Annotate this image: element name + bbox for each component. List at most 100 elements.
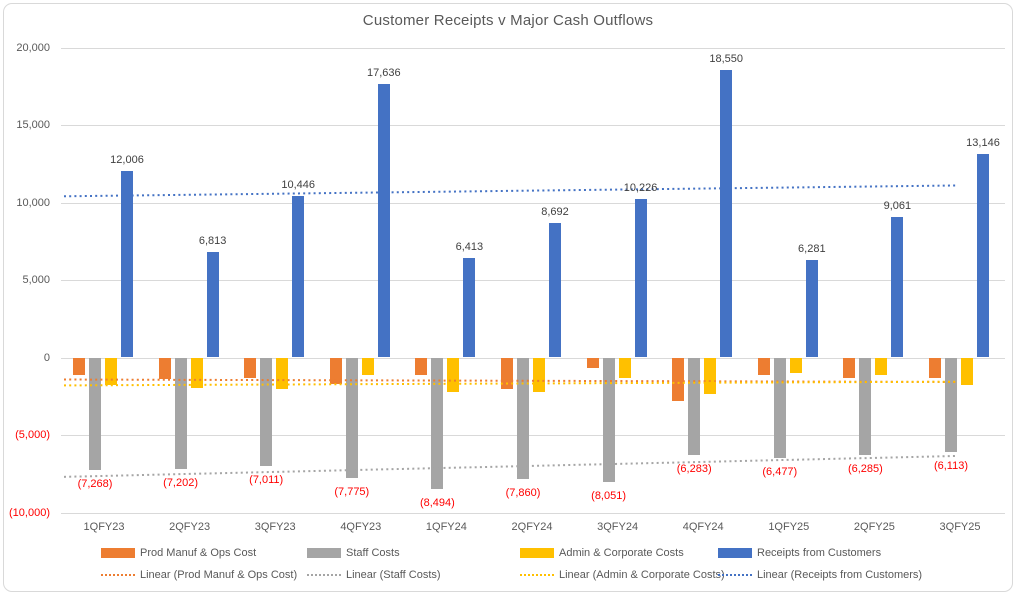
bar-staff-costs-3qfy25[interactable]	[945, 357, 957, 453]
bar-prod-manuf-ops-cost-3qfy23[interactable]	[244, 357, 257, 378]
bar-admin-corporate-costs-2qfy25[interactable]	[875, 357, 888, 376]
value-label-receipts-from-customers-3qfy24: 10,226	[623, 181, 658, 194]
bar-receipts-from-customers-3qfy23[interactable]	[292, 195, 305, 358]
value-label-staff-costs-2qfy23: (7,202)	[163, 477, 199, 490]
legend-label: Linear (Staff Costs)	[346, 569, 441, 581]
legend-item-linear-receipts-from-customers[interactable]: Linear (Receipts from Customers)	[718, 568, 922, 582]
bar-admin-corporate-costs-1qfy25[interactable]	[789, 357, 802, 373]
bar-staff-costs-1qfy23[interactable]	[89, 357, 101, 471]
legend-item-prod-manuf-ops-cost[interactable]: Prod Manuf & Ops Cost	[101, 546, 256, 560]
trendline-linear-receipts-from-customers[interactable]	[63, 184, 959, 198]
x-axis-label-3qfy23: 3QFY23	[254, 521, 296, 533]
legend-item-admin-corporate-costs[interactable]: Admin & Corporate Costs	[520, 546, 684, 560]
bar-staff-costs-3qfy23[interactable]	[260, 357, 273, 467]
legend-item-linear-staff-costs[interactable]: Linear (Staff Costs)	[307, 568, 441, 582]
bar-prod-manuf-ops-cost-1qfy23[interactable]	[73, 357, 85, 375]
legend-label: Linear (Prod Manuf & Ops Cost)	[140, 569, 298, 581]
bar-admin-corporate-costs-3qfy23[interactable]	[276, 357, 289, 390]
gridline--10000	[61, 512, 1005, 514]
legend-label: Staff Costs	[346, 547, 400, 559]
legend-item-linear-admin-corporate-costs[interactable]: Linear (Admin & Corporate Costs)	[520, 568, 725, 582]
value-label-receipts-from-customers-2qfy25: 9,061	[883, 200, 912, 213]
bar-staff-costs-2qfy23[interactable]	[174, 357, 187, 470]
value-label-receipts-from-customers-3qfy25: 13,146	[966, 136, 1000, 149]
bar-admin-corporate-costs-4qfy24[interactable]	[704, 357, 717, 394]
bar-receipts-from-customers-1qfy24[interactable]	[463, 258, 476, 358]
bar-prod-manuf-ops-cost-1qfy24[interactable]	[415, 357, 428, 376]
x-axis-label-3qfy24: 3QFY24	[597, 521, 639, 533]
value-label-receipts-from-customers-1qfy23: 12,006	[110, 154, 144, 167]
gridline-10000	[61, 202, 1005, 204]
legend-swatch-gray	[307, 548, 341, 558]
y-axis-tick-label: (10,000)	[9, 506, 50, 519]
bar-admin-corporate-costs-1qfy24[interactable]	[447, 357, 460, 393]
legend-label: Prod Manuf & Ops Cost	[140, 547, 257, 559]
bar-prod-manuf-ops-cost-4qfy24[interactable]	[672, 357, 685, 401]
legend-dotted-swatch-gray	[307, 574, 341, 576]
value-label-receipts-from-customers-1qfy24: 6,413	[455, 241, 484, 254]
x-axis-label-1qfy23: 1QFY23	[83, 521, 125, 533]
y-axis-tick-label: 5,000	[22, 274, 50, 286]
bar-admin-corporate-costs-1qfy23[interactable]	[105, 357, 117, 386]
bar-prod-manuf-ops-cost-1qfy25[interactable]	[757, 357, 770, 375]
y-axis-tick-label: 0	[43, 351, 50, 364]
x-axis-label-2qfy25: 2QFY25	[853, 521, 895, 533]
value-label-staff-costs-1qfy24: (8,494)	[419, 497, 455, 510]
x-axis-label-4qfy23: 4QFY23	[340, 521, 382, 533]
value-label-staff-costs-2qfy24: (7,860)	[505, 487, 541, 500]
bar-staff-costs-2qfy24[interactable]	[517, 357, 529, 480]
legend-item-linear-prod-manuf-ops-cost[interactable]: Linear (Prod Manuf & Ops Cost)	[101, 568, 297, 582]
bar-staff-costs-3qfy24[interactable]	[602, 357, 615, 483]
value-label-receipts-from-customers-2qfy23: 6,813	[198, 234, 227, 247]
y-axis-tick-label: 20,000	[16, 41, 50, 54]
value-label-staff-costs-4qfy23: (7,775)	[334, 486, 370, 498]
bar-receipts-from-customers-3qfy25[interactable]	[977, 153, 989, 358]
value-label-staff-costs-4qfy24: (6,283)	[676, 462, 712, 475]
bar-prod-manuf-ops-cost-2qfy23[interactable]	[158, 357, 171, 380]
x-axis-label-2qfy23: 2QFY23	[169, 521, 211, 533]
bar-admin-corporate-costs-2qfy24[interactable]	[533, 357, 545, 393]
bar-receipts-from-customers-3qfy24[interactable]	[634, 198, 647, 358]
legend-label: Linear (Receipts from Customers)	[757, 569, 923, 581]
value-label-staff-costs-1qfy25: (6,477)	[762, 465, 798, 478]
x-axis-label-1qfy24: 1QFY24	[425, 521, 467, 533]
gridline-15000	[61, 125, 1005, 126]
legend-label: Linear (Admin & Corporate Costs)	[559, 569, 725, 581]
bar-prod-manuf-ops-cost-2qfy24[interactable]	[501, 357, 513, 389]
bar-receipts-from-customers-1qfy25[interactable]	[805, 260, 818, 358]
bar-admin-corporate-costs-4qfy23[interactable]	[361, 357, 374, 376]
bar-staff-costs-1qfy24[interactable]	[431, 357, 444, 490]
x-axis-label-3qfy25: 3QFY25	[939, 521, 981, 533]
bar-staff-costs-2qfy25[interactable]	[859, 357, 872, 455]
bar-receipts-from-customers-4qfy23[interactable]	[377, 84, 390, 358]
value-label-receipts-from-customers-4qfy23: 17,636	[366, 67, 401, 80]
bar-staff-costs-4qfy23[interactable]	[345, 357, 358, 478]
bar-admin-corporate-costs-2qfy23[interactable]	[190, 357, 203, 388]
bar-receipts-from-customers-2qfy24[interactable]	[549, 222, 561, 358]
value-label-staff-costs-3qfy24: (8,051)	[591, 490, 627, 503]
bar-prod-manuf-ops-cost-3qfy25[interactable]	[929, 357, 941, 378]
bar-prod-manuf-ops-cost-4qfy23[interactable]	[329, 357, 342, 384]
legend-swatch-orange	[101, 548, 135, 558]
bar-staff-costs-1qfy25[interactable]	[773, 357, 786, 458]
chart-border	[3, 3, 1013, 592]
legend-dotted-swatch-yellow	[520, 574, 554, 576]
value-label-staff-costs-3qfy23: (7,011)	[249, 474, 284, 487]
bar-receipts-from-customers-2qfy23[interactable]	[206, 251, 219, 358]
bar-receipts-from-customers-1qfy23[interactable]	[121, 171, 133, 358]
bar-prod-manuf-ops-cost-3qfy24[interactable]	[586, 357, 599, 369]
bar-prod-manuf-ops-cost-2qfy25[interactable]	[843, 357, 856, 378]
trendline-linear-staff-costs[interactable]	[63, 454, 959, 478]
bar-receipts-from-customers-2qfy25[interactable]	[891, 217, 904, 358]
value-label-staff-costs-3qfy25: (6,113)	[933, 460, 969, 473]
bar-admin-corporate-costs-3qfy24[interactable]	[618, 357, 631, 379]
legend-item-staff-costs[interactable]: Staff Costs	[307, 546, 400, 560]
bar-staff-costs-4qfy24[interactable]	[688, 357, 701, 455]
legend-item-receipts-from-customers[interactable]: Receipts from Customers	[718, 546, 881, 560]
value-label-receipts-from-customers-2qfy24: 8,692	[541, 205, 569, 218]
bar-admin-corporate-costs-3qfy25[interactable]	[961, 357, 973, 386]
gridline-20000	[61, 47, 1005, 49]
bar-receipts-from-customers-4qfy24[interactable]	[720, 69, 733, 358]
